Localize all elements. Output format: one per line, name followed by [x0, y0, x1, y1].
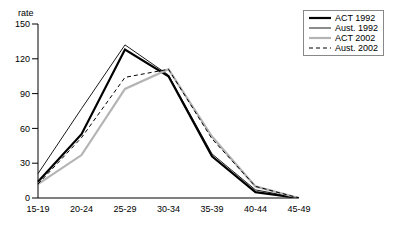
html-text:ACT 1992: ACT 1992: [335, 13, 376, 23]
svg-text:120: 120: [15, 54, 30, 64]
svg-text:60: 60: [20, 124, 30, 134]
svg-text:150: 150: [15, 19, 30, 29]
html-text:ACT 2002: ACT 2002: [335, 33, 376, 43]
html-text:rate: rate: [18, 8, 34, 18]
svg-text:40-44: 40-44: [244, 204, 267, 214]
svg-text:0: 0: [25, 193, 30, 203]
html-text:Aust. 1992: Aust. 1992: [335, 23, 378, 33]
svg-text:25-29: 25-29: [113, 204, 136, 214]
svg-text:45-49: 45-49: [287, 204, 310, 214]
svg-text:30-34: 30-34: [157, 204, 180, 214]
svg-text:20-24: 20-24: [70, 204, 93, 214]
svg-text:15-19: 15-19: [26, 204, 49, 214]
svg-text:35-39: 35-39: [200, 204, 223, 214]
svg-text:30: 30: [20, 158, 30, 168]
svg-text:90: 90: [20, 89, 30, 99]
html-text:Aust. 2002: Aust. 2002: [335, 43, 378, 53]
